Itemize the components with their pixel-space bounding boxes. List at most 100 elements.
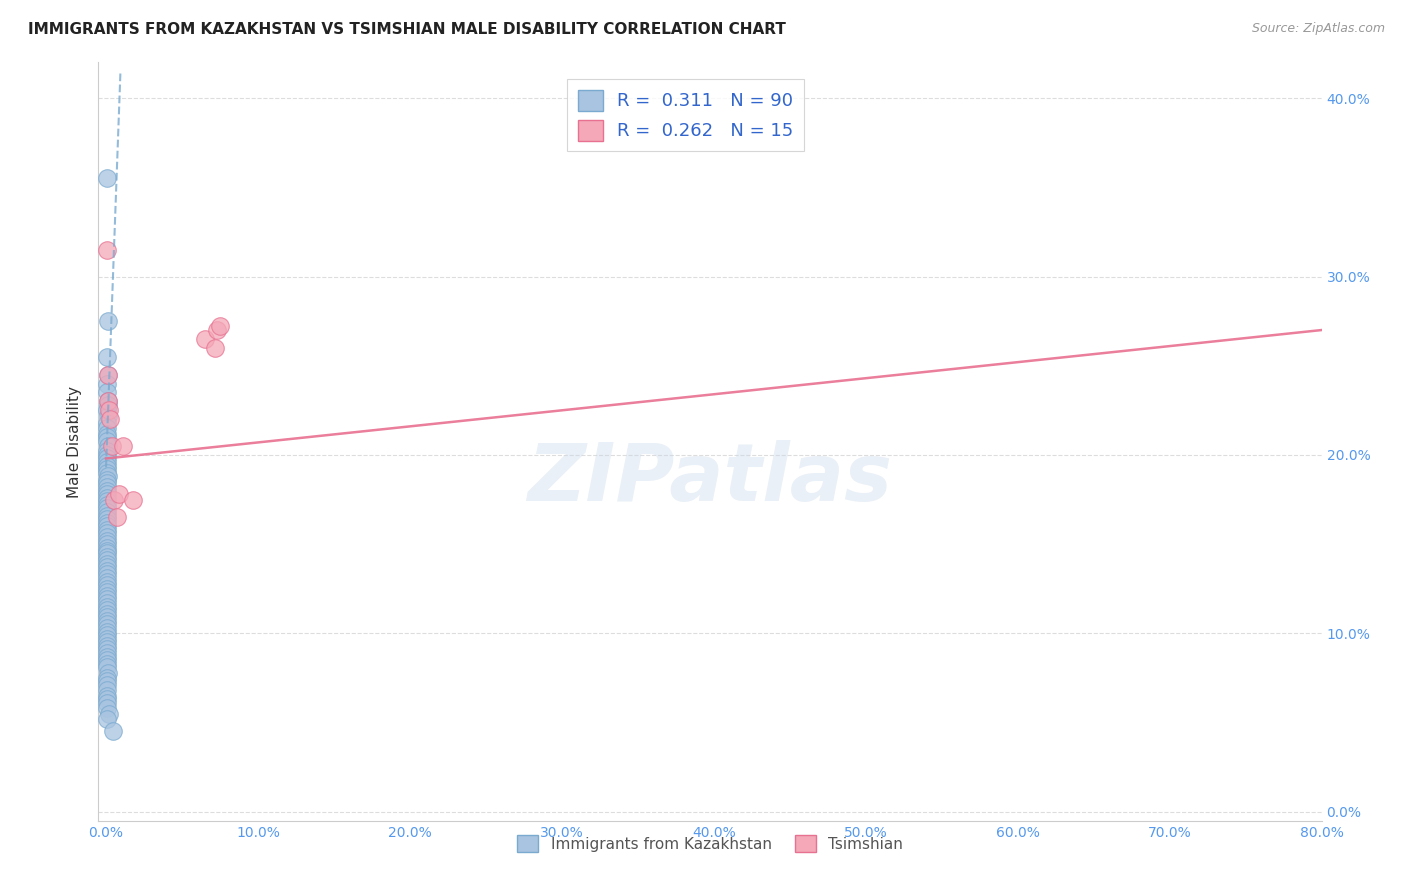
Point <box>96 567 118 582</box>
Point <box>96 455 118 469</box>
Point <box>96 541 118 555</box>
Point <box>98 412 121 426</box>
Point <box>96 501 118 516</box>
Point <box>96 624 118 639</box>
Point <box>96 639 118 653</box>
Point <box>96 696 118 710</box>
Point <box>97 368 120 382</box>
Point <box>96 596 118 610</box>
Point <box>96 350 118 364</box>
Point <box>103 724 125 739</box>
Point <box>96 491 118 505</box>
Point <box>96 537 118 551</box>
Point <box>105 510 128 524</box>
Point <box>96 549 118 564</box>
Point <box>96 678 118 692</box>
Point <box>96 469 118 483</box>
Point <box>96 466 118 480</box>
Point <box>96 592 118 607</box>
Point <box>96 409 118 423</box>
Point <box>96 589 118 603</box>
Point <box>96 553 118 567</box>
Point <box>96 458 118 473</box>
Point <box>98 403 121 417</box>
Point <box>101 439 124 453</box>
Point <box>96 426 118 441</box>
Point <box>97 394 120 409</box>
Point <box>96 603 118 617</box>
Point <box>96 657 118 671</box>
Point <box>96 171 118 186</box>
Point <box>96 610 118 624</box>
Point <box>96 451 118 466</box>
Point <box>96 519 118 533</box>
Point <box>96 243 118 257</box>
Point <box>96 376 118 391</box>
Point <box>96 533 118 548</box>
Point <box>122 492 145 507</box>
Point <box>96 574 118 589</box>
Text: Source: ZipAtlas.com: Source: ZipAtlas.com <box>1251 22 1385 36</box>
Point <box>96 582 118 596</box>
Point <box>96 523 118 537</box>
Point <box>96 632 118 646</box>
Point <box>96 557 118 571</box>
Point <box>194 332 217 346</box>
Point <box>97 439 120 453</box>
Point <box>97 398 120 412</box>
Point <box>96 462 118 476</box>
Point <box>96 607 118 621</box>
Point <box>96 508 118 523</box>
Point <box>96 505 118 519</box>
Point <box>96 516 118 530</box>
Point <box>96 674 118 689</box>
Point <box>96 671 118 685</box>
Text: ZIPatlas: ZIPatlas <box>527 441 893 518</box>
Point <box>96 701 118 715</box>
Point <box>96 642 118 657</box>
Point <box>96 660 118 674</box>
Point <box>96 635 118 649</box>
Point <box>96 712 118 726</box>
Point <box>96 692 118 706</box>
Point <box>96 560 118 574</box>
Point <box>96 599 118 614</box>
Point <box>96 683 118 698</box>
Point <box>96 385 118 400</box>
Point <box>96 494 118 508</box>
Point <box>96 314 118 328</box>
Point <box>204 341 226 355</box>
Point <box>96 403 118 417</box>
Point <box>103 492 125 507</box>
Point <box>97 368 120 382</box>
Point <box>96 476 118 491</box>
Point <box>96 421 118 435</box>
Point <box>96 526 118 541</box>
Point <box>96 564 118 578</box>
Point <box>96 578 118 592</box>
Point <box>98 706 121 721</box>
Point <box>96 544 118 558</box>
Point <box>96 448 118 462</box>
Point <box>96 646 118 660</box>
Point <box>205 323 228 337</box>
Point <box>96 689 118 703</box>
Point <box>96 649 118 664</box>
Y-axis label: Male Disability: Male Disability <box>67 385 83 498</box>
Point <box>96 621 118 635</box>
Point <box>96 480 118 494</box>
Point <box>208 319 231 334</box>
Point <box>96 571 118 585</box>
Point <box>96 416 118 430</box>
Point <box>97 665 120 680</box>
Point <box>108 487 131 501</box>
Text: IMMIGRANTS FROM KAZAKHSTAN VS TSIMSHIAN MALE DISABILITY CORRELATION CHART: IMMIGRANTS FROM KAZAKHSTAN VS TSIMSHIAN … <box>28 22 786 37</box>
Point <box>96 483 118 498</box>
Point <box>96 444 118 458</box>
Point <box>96 628 118 642</box>
Point <box>111 439 134 453</box>
Point <box>96 434 118 448</box>
Point <box>96 430 118 444</box>
Point <box>96 530 118 544</box>
Legend: Immigrants from Kazakhstan, Tsimshian: Immigrants from Kazakhstan, Tsimshian <box>510 829 910 858</box>
